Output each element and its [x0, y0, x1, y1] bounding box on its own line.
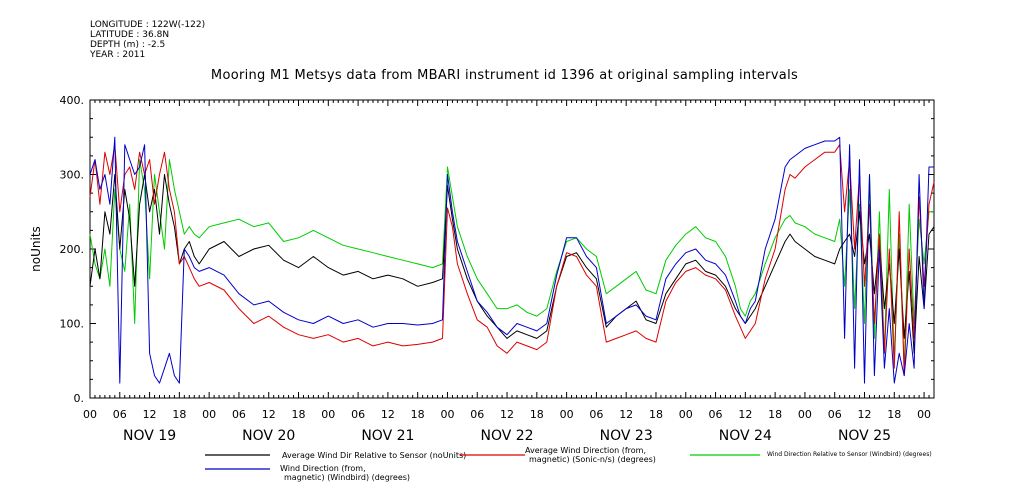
x-tick-label: 18 — [411, 408, 425, 421]
legend-label: magnetic) (Sonic-n/s) (degrees) — [529, 455, 656, 464]
red-series-line — [89, 144, 935, 377]
chart-title: Mooring M1 Metsys data from MBARI instru… — [210, 68, 799, 83]
x-day-label: NOV 20 — [242, 428, 295, 444]
x-tick-label: 18 — [530, 408, 544, 421]
x-tick-label: 18 — [887, 408, 901, 421]
y-tick-label: 400. — [60, 94, 85, 107]
longitude-label: LONGITUDE : 122W(-122) — [90, 20, 206, 30]
x-tick-label: 18 — [768, 408, 782, 421]
x-tick-label: 12 — [143, 408, 157, 421]
x-day-label: NOV 22 — [480, 428, 533, 444]
x-tick-label: 12 — [381, 408, 395, 421]
x-tick-label: 06 — [470, 408, 484, 421]
x-tick-label: 06 — [828, 408, 842, 421]
x-tick-label: 06 — [589, 408, 603, 421]
x-tick-label: 00 — [679, 408, 693, 421]
legend-label: Average Wind Dir Relative to Sensor (noU… — [282, 451, 466, 460]
x-day-label: NOV 23 — [600, 428, 653, 444]
y-tick-label: 200. — [60, 243, 85, 256]
y-axis-label: noUnits — [29, 226, 43, 272]
depth-label: DEPTH (m) : -2.5 — [90, 40, 166, 50]
x-tick-label: 12 — [738, 408, 752, 421]
green-series-line — [89, 159, 934, 369]
x-tick-label: 12 — [619, 408, 633, 421]
x-tick-label: 00 — [83, 408, 97, 421]
black-series-line — [89, 174, 935, 354]
x-tick-label: 18 — [649, 408, 663, 421]
x-day-label: NOV 21 — [361, 428, 414, 444]
y-tick-label: 0. — [74, 392, 85, 405]
x-day-label: NOV 19 — [123, 428, 176, 444]
year-label: YEAR : 2011 — [90, 50, 146, 60]
legend-label: Average Wind Direction (from, — [525, 446, 646, 455]
y-tick-label: 300. — [60, 169, 85, 182]
x-tick-label: 00 — [321, 408, 335, 421]
x-tick-label: 00 — [440, 408, 454, 421]
legend-label: Wind Direction (from, — [280, 464, 366, 473]
x-tick-label: 00 — [202, 408, 216, 421]
x-tick-label: 00 — [560, 408, 574, 421]
y-tick-label: 100. — [60, 318, 85, 331]
legend-label: Wind Direction Relative to Sensor (Windb… — [767, 451, 932, 458]
x-tick-label: 18 — [292, 408, 306, 421]
legend-label: magnetic) (Windbird) (degrees) — [284, 473, 410, 482]
x-tick-label: 12 — [262, 408, 276, 421]
x-tick-label: 18 — [172, 408, 186, 421]
latitude-label: LATITUDE : 36.8N — [90, 30, 170, 40]
x-tick-label: 06 — [351, 408, 365, 421]
x-tick-label: 12 — [500, 408, 514, 421]
x-tick-label: 06 — [709, 408, 723, 421]
x-tick-label: 00 — [798, 408, 812, 421]
x-tick-label: 06 — [113, 408, 127, 421]
x-day-label: NOV 25 — [838, 428, 891, 444]
x-tick-label: 06 — [232, 408, 246, 421]
x-tick-label: 00 — [917, 408, 931, 421]
plot-frame — [89, 99, 935, 399]
blue-series-line — [89, 136, 934, 384]
x-tick-label: 12 — [857, 408, 871, 421]
x-day-label: NOV 24 — [719, 428, 772, 444]
metadata-block: LONGITUDE : 122W(-122) LATITUDE : 36.8N … — [90, 20, 205, 60]
